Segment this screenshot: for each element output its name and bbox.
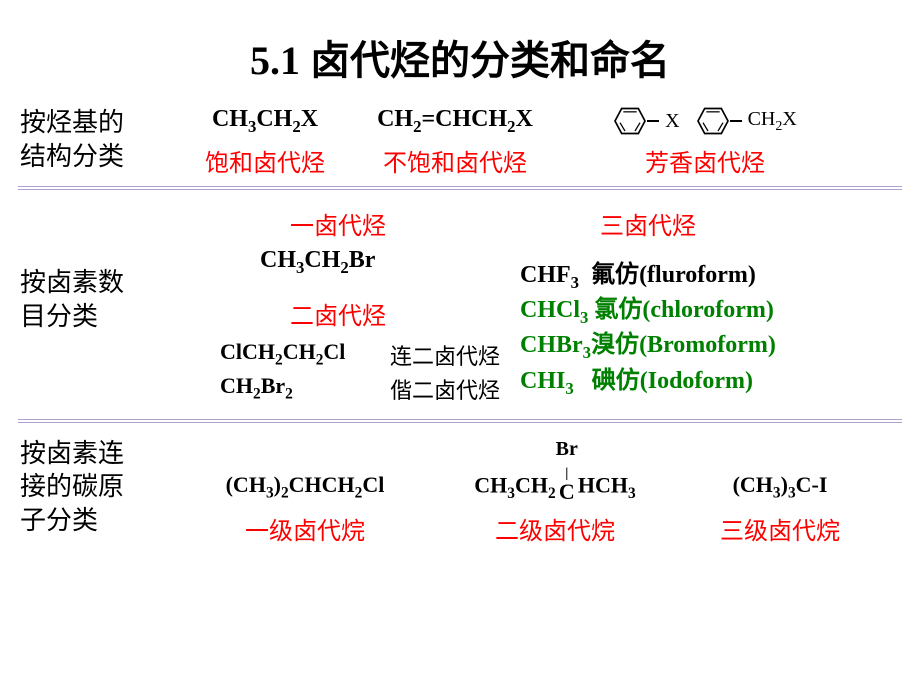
di-name-2: 偕二卤代烃 (390, 373, 500, 405)
divider (18, 186, 902, 190)
section-halogen-count: 按卤素数 目分类 一卤代烃 CH3CH2Br 二卤代烃 ClCH2CH2Cl 连… (0, 198, 920, 405)
page-title: 5.1 卤代烃的分类和命名 (0, 0, 920, 106)
section3-label-line3: 子分类 (20, 506, 98, 535)
section2-label: 按卤素数 目分类 (20, 206, 180, 405)
benzene-icon (696, 106, 730, 136)
section1-label-line1: 按烃基的 (20, 108, 124, 137)
formula-unsaturated: CH2=CHCH2X (350, 106, 560, 137)
di-label: 二卤代烃 (180, 296, 520, 331)
aromatic-sub2: CH2X (748, 108, 797, 135)
aromatic-sub1: X (665, 110, 679, 133)
mono-label: 一卤代烃 (180, 206, 520, 241)
section3-label: 按卤素连 接的碳原 子分类 (20, 437, 180, 538)
section3-label-line2: 接的碳原 (20, 472, 124, 501)
tri-item-2: CHBr3溴仿(Bromoform) (520, 329, 900, 364)
tri-item-3: CHI3 碘仿(Iodoform) (520, 365, 900, 400)
section-structure: 按烃基的 结构分类 CH3CH2X CH2=CHCH2X X (0, 106, 920, 178)
tri-item-1: CHCl3 氯仿(chloroform) (520, 294, 900, 329)
section1-label: 按烃基的 结构分类 (20, 106, 180, 174)
category-secondary: 二级卤代烷 (430, 511, 680, 546)
br-label: Br (556, 438, 578, 460)
section-carbon-type: 按卤素连 接的碳原 子分类 (CH3)2CHCH2Cl CH3CH2Br|CHC… (0, 431, 920, 546)
category-tertiary: 三级卤代烷 (680, 511, 880, 546)
formula-aromatic: X CH2X (560, 106, 850, 137)
primary-formula: (CH3)2CHCH2Cl (180, 450, 430, 502)
divider (18, 419, 902, 423)
di-formula-1: ClCH2CH2Cl (220, 339, 390, 371)
section2-label-line2: 目分类 (20, 302, 98, 331)
tri-list: CHF3 氟仿(fluroform) CHCl3 氯仿(chloroform) … (520, 259, 900, 400)
di-formula-2: CH2Br2 (220, 373, 390, 405)
category-aromatic: 芳香卤代烃 (560, 143, 850, 178)
section2-label-line1: 按卤素数 (20, 268, 124, 297)
category-saturated: 饱和卤代烃 (180, 143, 350, 178)
tri-item-0: CHF3 氟仿(fluroform) (520, 259, 900, 294)
category-primary: 一级卤代烷 (180, 511, 430, 546)
category-unsaturated: 不饱和卤代烃 (350, 143, 560, 178)
formula-saturated: CH3CH2X (180, 106, 350, 137)
di-row-1: ClCH2CH2Cl 连二卤代烃 (180, 339, 520, 371)
secondary-formula: CH3CH2Br|CHCH3 (430, 437, 680, 503)
mono-formula: CH3CH2Br (180, 247, 520, 278)
tertiary-formula: (CH3)3C-I (680, 450, 880, 502)
tri-label: 三卤代烃 (520, 206, 900, 241)
section1-label-line2: 结构分类 (20, 142, 124, 171)
benzene-icon (613, 106, 647, 136)
di-row-2: CH2Br2 偕二卤代烃 (180, 373, 520, 405)
di-name-1: 连二卤代烃 (390, 339, 500, 371)
section3-label-line1: 按卤素连 (20, 439, 124, 468)
